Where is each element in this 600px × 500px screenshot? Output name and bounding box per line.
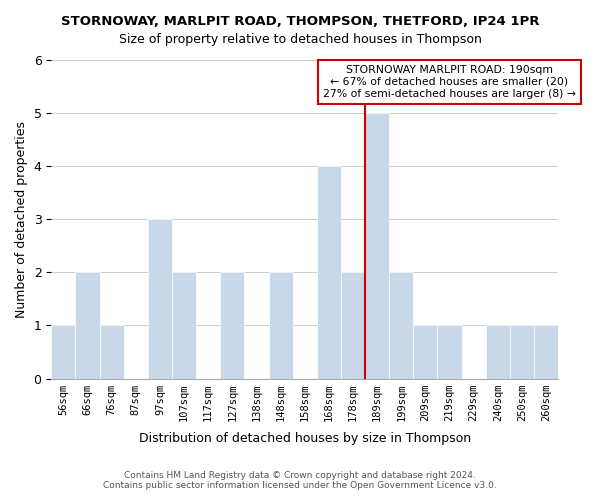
- X-axis label: Distribution of detached houses by size in Thompson: Distribution of detached houses by size …: [139, 432, 471, 445]
- Bar: [437, 326, 461, 378]
- Bar: [76, 272, 100, 378]
- Text: STORNOWAY, MARLPIT ROAD, THOMPSON, THETFORD, IP24 1PR: STORNOWAY, MARLPIT ROAD, THOMPSON, THETF…: [61, 15, 539, 28]
- Bar: [317, 166, 341, 378]
- Bar: [389, 272, 413, 378]
- Text: STORNOWAY MARLPIT ROAD: 190sqm
← 67% of detached houses are smaller (20)
27% of : STORNOWAY MARLPIT ROAD: 190sqm ← 67% of …: [323, 66, 576, 98]
- Bar: [100, 326, 124, 378]
- Bar: [269, 272, 293, 378]
- Bar: [365, 113, 389, 378]
- Y-axis label: Number of detached properties: Number of detached properties: [15, 121, 28, 318]
- Bar: [486, 326, 510, 378]
- Bar: [51, 326, 76, 378]
- Text: Size of property relative to detached houses in Thompson: Size of property relative to detached ho…: [119, 32, 481, 46]
- Bar: [172, 272, 196, 378]
- Text: Contains HM Land Registry data © Crown copyright and database right 2024.
Contai: Contains HM Land Registry data © Crown c…: [103, 470, 497, 490]
- Bar: [148, 220, 172, 378]
- Bar: [413, 326, 437, 378]
- Bar: [510, 326, 534, 378]
- Bar: [341, 272, 365, 378]
- Bar: [534, 326, 558, 378]
- Bar: [220, 272, 244, 378]
